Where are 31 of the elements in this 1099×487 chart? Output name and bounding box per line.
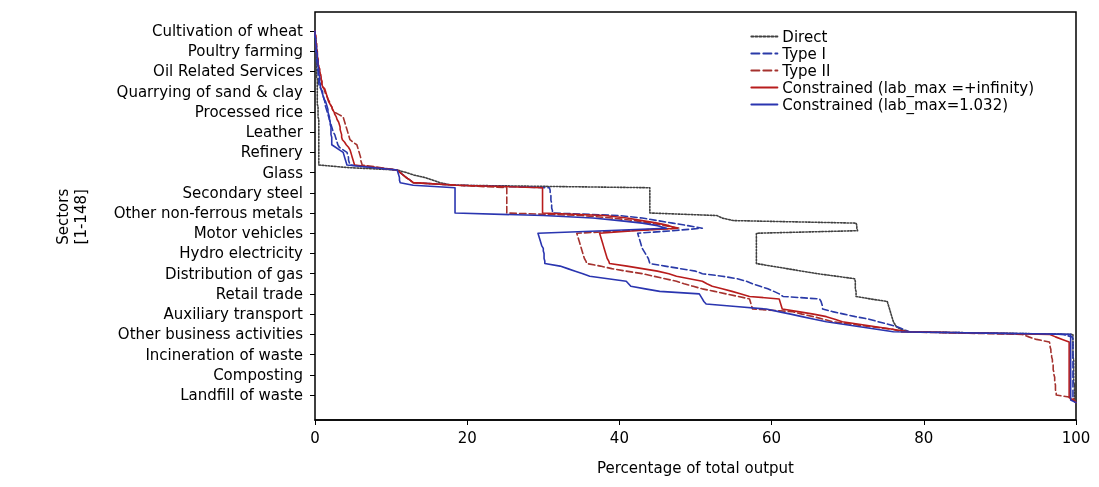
x-tick-label: 80 [914, 428, 934, 447]
y-tick-label: Distribution of gas [164, 264, 304, 283]
x-axis-title: Percentage of total output [597, 458, 795, 477]
y-tick-label: Refinery [240, 143, 304, 162]
y-tick-label: Secondary steel [182, 183, 303, 202]
y-tick-label: Oil Related Services [153, 62, 304, 81]
y-tick-label: Auxiliary transport [163, 305, 304, 324]
legend-label: Type II [781, 61, 831, 80]
y-tick-label: Motor vehicles [193, 224, 304, 243]
y-tick-label: Poultry farming [187, 42, 303, 61]
x-tick-label: 100 [1061, 428, 1091, 447]
x-tick-label: 20 [457, 428, 477, 447]
legend-label: Direct [782, 27, 828, 46]
y-tick-label: Incineration of waste [145, 345, 303, 364]
y-tick-label: Retail trade [215, 284, 303, 303]
y-tick-label: Glass [262, 163, 304, 182]
x-tick-label: 40 [609, 428, 629, 447]
legend-label: Type I [781, 44, 827, 63]
y-tick-label: Cultivation of wheat [151, 22, 304, 40]
y-tick-label: Landfill of waste [180, 386, 303, 405]
x-tick-label: 0 [310, 428, 320, 447]
y-tick-label: Composting [213, 365, 303, 384]
y-tick-label: Processed rice [194, 102, 303, 121]
y-tick-label: Hydro electricity [179, 244, 304, 263]
y-tick-label: Other business activities [117, 325, 304, 344]
y-axis-title: Sectors [1-148] [54, 188, 90, 245]
x-tick-label: 60 [762, 428, 782, 447]
y-tick-label: Leather [245, 123, 304, 142]
y-tick-label: Other non-ferrous metals [113, 204, 304, 223]
y-tick-label: Quarrying of sand & clay [116, 82, 304, 101]
legend-label: Constrained (lab_max =+infinity) [782, 78, 1035, 98]
